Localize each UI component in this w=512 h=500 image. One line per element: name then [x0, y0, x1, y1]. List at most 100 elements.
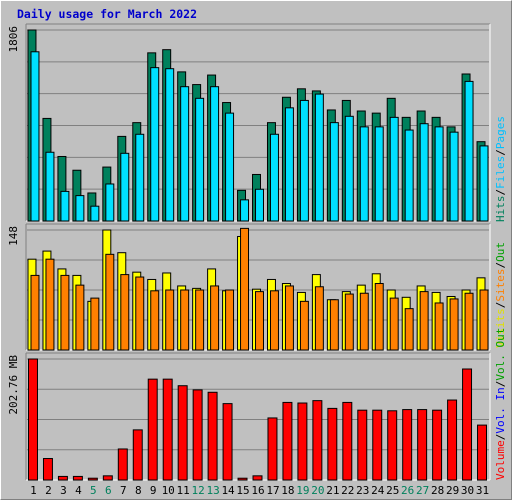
volume-bar-volume: [327, 407, 338, 481]
volume-bar-volume: [372, 409, 383, 481]
volume-panel: [26, 353, 490, 480]
hits-files-bar-files: [210, 86, 220, 222]
day-label: 9: [150, 484, 157, 497]
day-label: 26: [401, 484, 414, 497]
day-label: 21: [326, 484, 339, 497]
hits-files-bar-files: [389, 116, 399, 222]
hits-files-bar-files: [195, 97, 205, 222]
visits-sites-bar-sites: [329, 299, 339, 351]
legend-panel2: Visits/Sites/Out: [494, 242, 507, 348]
volume-bar-volume: [162, 378, 173, 481]
volume-bar-volume: [237, 477, 248, 481]
legend-panel1: Hits/Files/Pages: [494, 116, 507, 222]
day-label: 15: [236, 484, 249, 497]
day-label: 1: [30, 484, 37, 497]
hits-files-bar-files: [329, 122, 339, 222]
visits-sites-bar-sites: [105, 253, 115, 351]
volume-bar-volume: [447, 399, 458, 481]
legend-entry: Out: [494, 242, 507, 262]
hits-files-bar-files: [419, 123, 429, 222]
hits-files-bar-files: [284, 107, 294, 222]
day-label: 24: [371, 484, 385, 497]
visits-sites-bar-sites: [210, 285, 220, 351]
day-label: 5: [90, 484, 97, 497]
visits-sites-bar-sites: [45, 258, 55, 351]
visits-sites-bar-sites: [479, 289, 489, 351]
hits-files-bar-files: [434, 126, 444, 222]
day-label: 11: [177, 484, 190, 497]
legend-panel3: Volume/Vol. In/Vol. Out: [494, 328, 507, 480]
day-label: 3: [60, 484, 67, 497]
day-label: 2: [45, 484, 52, 497]
volume-bar-volume: [432, 409, 443, 481]
hits-files-bar-files: [75, 195, 85, 222]
visits-sites-bar-sites: [269, 290, 279, 351]
day-label: 31: [476, 484, 489, 497]
visits-sites-bar-sites: [135, 276, 145, 351]
hits-files-bar-files: [374, 126, 384, 222]
hits-files-bar-files: [225, 112, 235, 222]
hits-files-bar-files: [269, 133, 279, 222]
day-label: 28: [431, 484, 444, 497]
volume-bar-volume: [192, 389, 203, 481]
volume-bar-volume: [57, 475, 68, 481]
volume-bar-volume: [402, 409, 413, 481]
volume-bar-volume: [417, 409, 428, 481]
legend-entry: /: [494, 302, 507, 309]
volume-max-label: 202.76 MB: [7, 355, 20, 415]
day-label: 29: [446, 484, 459, 497]
visits-sites-bar-sites: [419, 291, 429, 351]
hits-files-bar-files: [359, 126, 369, 222]
volume-bar-volume: [147, 378, 158, 481]
hits-files-bar-files: [464, 80, 474, 222]
day-label: 23: [356, 484, 369, 497]
day-label: 7: [120, 484, 127, 497]
visits-sites-bar-sites: [75, 284, 85, 351]
day-label: 12: [192, 484, 205, 497]
hits-files-bar-files: [105, 183, 115, 222]
visits-sites-bar-sites: [255, 291, 264, 351]
hits-files-bar-files: [30, 51, 40, 222]
day-label: 16: [251, 484, 264, 497]
hits-files-bar-files: [299, 99, 309, 222]
visits-sites-bar-sites: [299, 300, 309, 351]
visits-sites-bar-sites: [374, 283, 384, 351]
day-label: 14: [221, 484, 235, 497]
volume-bar-volume: [297, 402, 308, 481]
hits-files-bar-files: [165, 68, 175, 222]
day-label: 17: [266, 484, 279, 497]
volume-bar-volume: [282, 401, 293, 481]
volume-bar-volume: [462, 368, 473, 481]
visits-sites-bar-sites: [389, 297, 399, 351]
volume-bar-volume: [42, 458, 53, 481]
volume-bar-volume: [252, 475, 263, 481]
day-label: 4: [75, 484, 82, 497]
volume-bar-volume: [267, 417, 278, 481]
legend-entry: Files: [494, 156, 507, 189]
visits-sites-bar-sites: [225, 289, 235, 351]
day-label: 27: [416, 484, 429, 497]
hits-files-bar-files: [150, 67, 160, 222]
volume-bar-volume: [72, 475, 83, 481]
hits-files-bar-files: [404, 129, 414, 222]
legend-entry: /: [494, 149, 507, 156]
visits-sites-bar-sites: [150, 290, 160, 351]
legend-entry: Hits: [494, 196, 507, 223]
legend-entry: /: [494, 434, 507, 441]
hits-files-bar-files: [255, 188, 264, 222]
legend-entry: Volume: [494, 440, 507, 480]
visits-sites-bar-sites: [195, 289, 205, 351]
legend-entry: /: [494, 262, 507, 269]
volume-bar-volume: [222, 403, 233, 481]
day-label: 8: [135, 484, 142, 497]
volume-bar-volume: [87, 477, 98, 481]
day-label: 10: [162, 484, 175, 497]
volume-bar-volume: [342, 401, 353, 481]
legend-entry: /: [494, 381, 507, 388]
legend-entry: Visits: [494, 308, 507, 348]
visits-sites-bar-sites: [314, 286, 324, 351]
hits-files-bar-files: [479, 145, 489, 222]
visits-sites-bar-sites: [240, 227, 250, 351]
hits-files-max-label: 1806: [7, 26, 20, 53]
